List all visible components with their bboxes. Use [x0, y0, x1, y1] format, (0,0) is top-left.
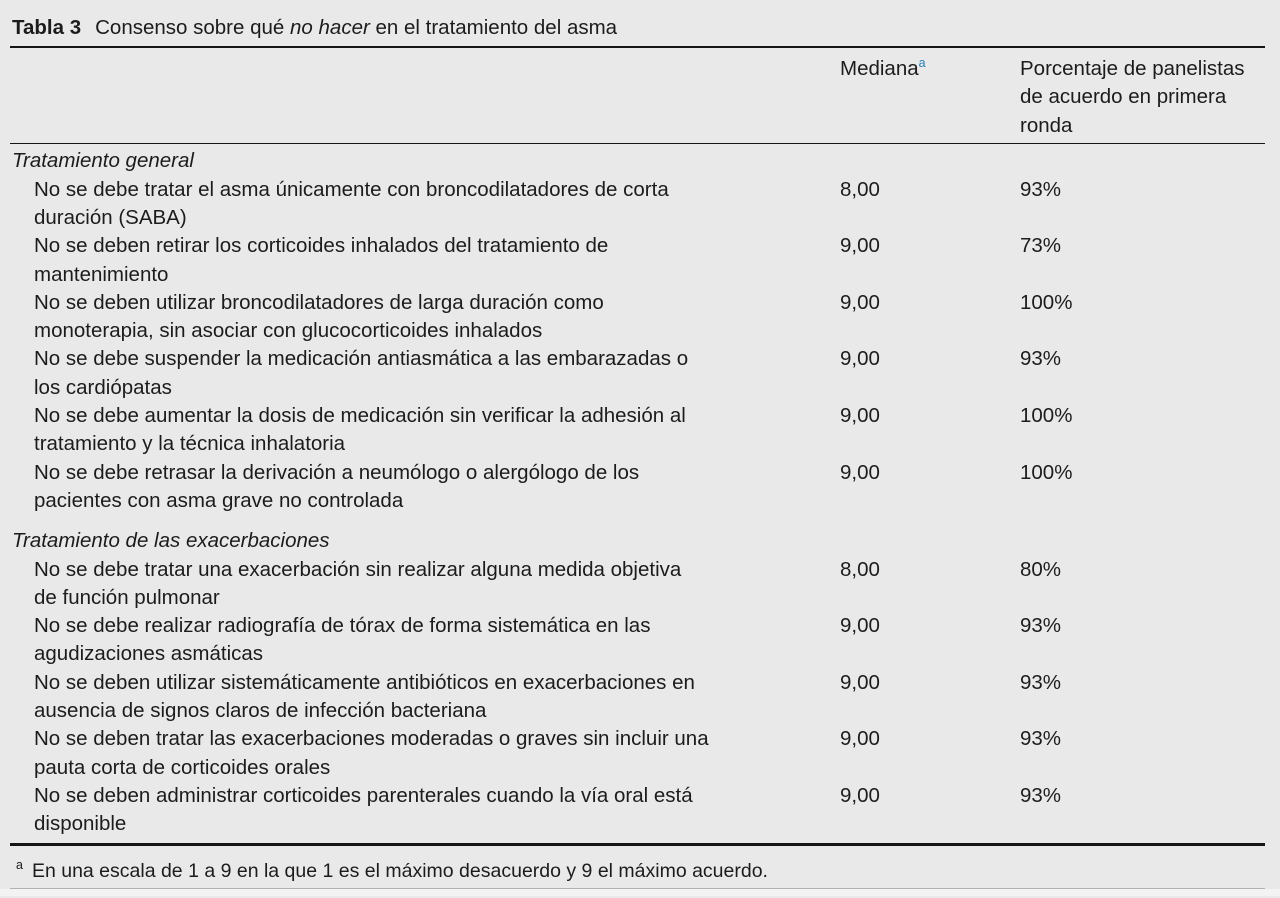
- section-header-row: Tratamiento general: [0, 147, 1280, 175]
- porcentaje-value: 80%: [1020, 557, 1062, 581]
- mediana-value: 9,00: [840, 460, 880, 484]
- mediana-value: 9,00: [840, 404, 880, 428]
- table-row: No se debe tratar el asma únicamente con…: [0, 176, 1280, 233]
- mediana-value: 9,00: [840, 234, 880, 258]
- table-title-italic: no hacer: [290, 16, 370, 39]
- table-row: No se deben tratar las exacerbaciones mo…: [0, 725, 1280, 782]
- section-header-row: Tratamiento de las exacerbaciones: [0, 527, 1280, 555]
- table-row: No se deben utilizar sistemáticamente an…: [0, 669, 1280, 726]
- porcentaje-value: 93%: [1020, 727, 1062, 751]
- footnote-marker: a: [16, 858, 23, 873]
- rule-below-caption: [10, 45, 1265, 48]
- porcentaje-value: 93%: [1020, 614, 1062, 638]
- table-body: Tratamiento general No se debe tratar el…: [0, 144, 1280, 842]
- table-caption: Tabla 3 Consenso sobre qué no hacer en el…: [0, 0, 1280, 46]
- section-header: Tratamiento general: [12, 149, 194, 173]
- section-tratamiento-general: Tratamiento general No se debe tratar el…: [0, 147, 1280, 515]
- footnote: a En una escala de 1 a 9 en la que 1 es e…: [0, 846, 1280, 885]
- row-text: No se deben administrar corticoides pare…: [34, 783, 693, 836]
- footnote-text: En una escala de 1 a 9 en la que 1 es el…: [31, 859, 768, 882]
- column-header-mediana: Medianaa: [840, 56, 926, 80]
- mediana-value: 9,00: [840, 727, 880, 751]
- mediana-value: 8,00: [840, 557, 880, 581]
- porcentaje-value: 73%: [1020, 234, 1062, 258]
- porcentaje-value: 93%: [1020, 670, 1062, 694]
- row-text: No se debe suspender la medicación antia…: [34, 347, 689, 399]
- table-row: No se deben retirar los corticoides inha…: [0, 232, 1280, 289]
- table-row: No se debe aumentar la dosis de medicaci…: [0, 402, 1280, 459]
- porcentaje-value: 100%: [1020, 404, 1073, 428]
- row-text: No se debe tratar el asma únicamente con…: [34, 177, 669, 229]
- column-header-porcentaje: Porcentaje de panelistas de acuerdo en p…: [1020, 57, 1245, 137]
- row-text: No se debe realizar radiografía de tórax…: [34, 614, 651, 666]
- rule-above-footnote: [10, 842, 1265, 846]
- rule-bottom: [10, 887, 1265, 889]
- table-row: No se debe realizar radiografía de tórax…: [0, 612, 1280, 669]
- footnote-reference-a: a: [918, 56, 926, 71]
- row-text: No se deben utilizar broncodilatadores d…: [34, 290, 604, 343]
- mediana-value: 9,00: [840, 670, 880, 694]
- row-text: No se deben tratar las exacerbaciones mo…: [34, 727, 709, 779]
- table-row: No se debe tratar una exacerbación sin r…: [0, 556, 1280, 613]
- mediana-value: 9,00: [840, 783, 880, 807]
- table-title: Consenso sobre qué no hacer en el tratam…: [95, 16, 618, 39]
- mediana-value: 9,00: [840, 347, 880, 371]
- porcentaje-value: 100%: [1020, 290, 1073, 314]
- mediana-value: 8,00: [840, 177, 880, 201]
- row-text: No se debe retrasar la derivación a neum…: [34, 460, 640, 512]
- mediana-value: 9,00: [840, 290, 880, 314]
- row-text: No se deben retirar los corticoides inha…: [34, 234, 609, 286]
- row-text: No se deben utilizar sistemáticamente an…: [34, 670, 695, 723]
- column-header-empty: [12, 55, 840, 140]
- table-row: No se debe retrasar la derivación a neum…: [0, 459, 1280, 516]
- table-row: No se deben administrar corticoides pare…: [0, 782, 1280, 839]
- mediana-value: 9,00: [840, 614, 880, 638]
- table-row: No se deben utilizar broncodilatadores d…: [0, 289, 1280, 346]
- column-header-row: Medianaa Porcentaje de panelistas de acu…: [0, 48, 1280, 143]
- page-bottom-strip: [0, 888, 1280, 896]
- table-label: Tabla 3: [12, 16, 82, 39]
- rule-below-header: [10, 142, 1265, 145]
- porcentaje-value: 100%: [1020, 460, 1073, 484]
- section-tratamiento-exacerbaciones: Tratamiento de las exacerbaciones No se …: [0, 527, 1280, 838]
- porcentaje-value: 93%: [1020, 783, 1062, 807]
- porcentaje-value: 93%: [1020, 177, 1062, 201]
- section-header: Tratamiento de las exacerbaciones: [12, 529, 330, 553]
- row-text: No se debe aumentar la dosis de medicaci…: [34, 404, 686, 456]
- row-text: No se debe tratar una exacerbación sin r…: [34, 557, 682, 609]
- table-row: No se debe suspender la medicación antia…: [0, 345, 1280, 402]
- porcentaje-value: 93%: [1020, 347, 1062, 371]
